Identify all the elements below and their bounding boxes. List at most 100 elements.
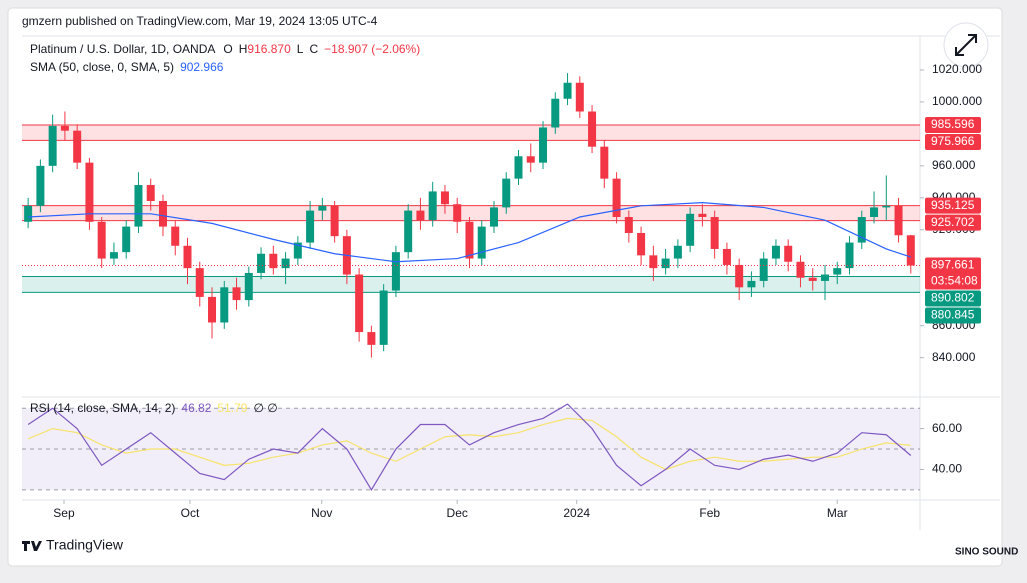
candle — [257, 247, 266, 280]
candle — [318, 197, 327, 221]
candle-body — [244, 272, 253, 301]
candle-body — [820, 274, 829, 281]
candle-body — [318, 205, 327, 211]
candle — [391, 245, 400, 297]
candle-body — [784, 245, 793, 262]
candle — [673, 239, 682, 269]
candle — [820, 264, 829, 301]
price-label-bg — [925, 307, 981, 324]
candle-body — [428, 191, 437, 221]
candle — [759, 252, 768, 288]
candle — [551, 92, 560, 134]
y-tick-label: 1020.000 — [932, 62, 982, 76]
candle — [330, 201, 339, 243]
candle — [600, 140, 609, 189]
candle-body — [514, 156, 523, 179]
candle-body — [306, 210, 315, 243]
candle — [477, 220, 486, 265]
candle — [575, 76, 584, 118]
candle-body — [637, 232, 646, 256]
y-tick-label: 960.000 — [932, 158, 976, 172]
candle-body — [771, 245, 780, 259]
price-label: 897.661 — [931, 258, 975, 272]
candle-body — [563, 82, 572, 99]
candle — [722, 242, 731, 275]
candle — [122, 220, 131, 259]
candle-body — [759, 258, 768, 281]
tradingview-logo: TradingView — [22, 537, 124, 553]
rsi-name: RSI (14, close, SMA, 14, 2) — [30, 401, 175, 415]
price-label: 890.802 — [931, 291, 975, 305]
candle-body — [796, 261, 805, 278]
price-label-bg — [925, 116, 981, 133]
candle-body — [722, 248, 731, 265]
zone — [22, 124, 920, 141]
candle-body — [85, 162, 94, 222]
candle-body — [269, 253, 278, 269]
published-note: gmzern published on TradingView.com, Mar… — [22, 14, 378, 28]
ohlc-key: O — [223, 42, 232, 56]
candle — [906, 234, 915, 274]
price-label-bg — [925, 290, 981, 307]
candle-body — [870, 207, 879, 217]
candle — [649, 245, 658, 281]
sma-line — [28, 202, 911, 263]
candle-body — [73, 130, 82, 163]
candle — [195, 261, 204, 307]
candle-body — [649, 255, 658, 269]
rsi-line — [27, 417, 911, 471]
candle-body — [808, 277, 817, 281]
candle — [563, 73, 572, 106]
candle-body — [158, 201, 167, 227]
candle-body — [857, 217, 866, 243]
candle-body — [906, 235, 915, 266]
y-tick-label: 40.00 — [932, 462, 962, 476]
candle — [808, 268, 817, 291]
candle — [73, 124, 82, 170]
candle — [281, 252, 290, 285]
candle — [453, 197, 462, 233]
candle — [588, 105, 597, 154]
y-tick-label: 840.000 — [932, 350, 976, 364]
candle-body — [171, 226, 180, 246]
ohlc-key: L — [297, 42, 304, 56]
candle — [465, 217, 474, 269]
candle-body — [440, 191, 449, 205]
expand-icon[interactable] — [955, 34, 977, 56]
candle — [710, 210, 719, 259]
expand-button[interactable] — [943, 22, 989, 68]
candle — [845, 236, 854, 275]
candle-body — [477, 226, 486, 259]
card — [7, 7, 1003, 567]
candle — [612, 172, 621, 224]
x-tick-label: Mar — [827, 506, 848, 520]
candle-body — [416, 210, 425, 221]
price-label-bg — [925, 214, 981, 231]
candle-body — [502, 178, 511, 208]
legend: Platinum / U.S. Dollar, 1D, OANDA O H916.8… — [30, 42, 420, 56]
candle — [661, 248, 670, 275]
price-label: 975.966 — [931, 134, 975, 148]
x-tick-label: Oct — [181, 506, 200, 520]
rsi-line — [27, 403, 912, 492]
candle-body — [220, 287, 229, 323]
candle-body — [60, 125, 69, 131]
candle-body — [453, 204, 462, 222]
candle-body — [526, 156, 535, 163]
candle — [502, 172, 511, 214]
candle-body — [36, 165, 45, 206]
candle-body — [600, 146, 609, 179]
candle — [833, 261, 842, 285]
x-tick-label: Nov — [311, 506, 332, 520]
rsi-value: 51.79 — [217, 401, 247, 415]
sma-value: 902.966 — [180, 60, 224, 74]
price-label: 985.596 — [931, 117, 975, 131]
candle-body — [882, 205, 891, 208]
zone — [22, 205, 920, 221]
candle-body — [24, 205, 33, 222]
candle-body — [195, 268, 204, 297]
candle-body — [183, 245, 192, 269]
candle — [857, 210, 866, 249]
candle-body — [355, 274, 364, 333]
